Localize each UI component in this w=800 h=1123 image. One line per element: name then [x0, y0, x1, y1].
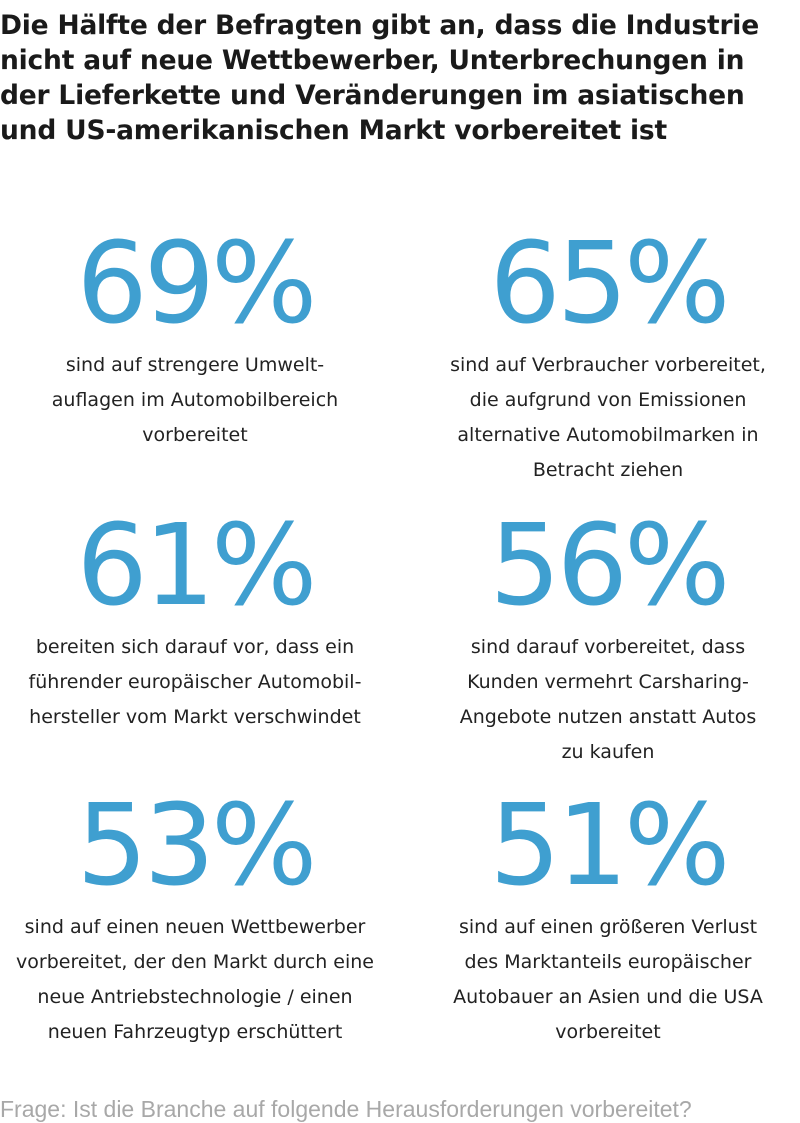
stat-percentage: 53% [76, 781, 318, 911]
stat-description-line: alternative Automobilmarken in [457, 424, 759, 446]
title-line: und US-amerikanischen Markt vorbereitet … [0, 115, 667, 146]
stat-block: 69% sind auf strengere Umwelt-auflagen im… [0, 228, 395, 453]
title-line: der Lieferkette und Veränderungen im asi… [0, 80, 745, 111]
stat-description: sind auf einen neuen Wettbewerber vorbere… [0, 910, 395, 1050]
stat-description-line: sind auf einen größeren Verlust [458, 916, 758, 938]
stat-description-line: Angebote nutzen anstatt Autos [459, 706, 757, 728]
stat-description-line: sind auf Verbraucher vorbereitet, [450, 354, 766, 376]
stat-description: sind auf Verbraucher vorbereitet, die auf… [408, 348, 800, 488]
stat-percentage: 69% [76, 219, 318, 349]
stat-description-line: führender europäischer Automobil- [28, 671, 362, 693]
title-line: Die Hälfte der Befragten gibt an, dass d… [0, 10, 759, 41]
stat-block: 65% sind auf Verbraucher vorbereitet, die … [408, 228, 800, 488]
stat-description-line: des Marktanteils europäischer [464, 951, 752, 973]
stat-block: 61% bereiten sich darauf vor, dass ein füh… [0, 510, 395, 735]
stat-description-line: auflagen im Automobilbereich [51, 389, 339, 411]
stat-block: 51% sind auf einen größeren Verlust des Ma… [408, 790, 800, 1050]
stat-description-line: Kunden vermehrt Carsharing- [467, 671, 749, 693]
stat-percentage: 65% [489, 219, 731, 349]
stat-block: 53% sind auf einen neuen Wettbewerber vorb… [0, 790, 395, 1050]
page-title: Die Hälfte der Befragten gibt an, dass d… [0, 8, 800, 148]
stat-description-line: vorbereitet [555, 1021, 661, 1043]
stat-description: sind auf einen größeren Verlust des Markt… [408, 910, 800, 1050]
stat-description-line: zu kaufen [561, 741, 655, 763]
stat-description: sind darauf vorbereitet, dass Kunden verm… [408, 630, 800, 770]
stat-description-line: hersteller vom Markt verschwindet [29, 706, 361, 728]
stat-description-line: vorbereitet, der den Markt durch eine [16, 951, 374, 973]
stat-description: sind auf strengere Umwelt-auflagen im Au… [0, 348, 395, 453]
stat-percentage: 61% [76, 501, 318, 631]
stat-description: bereiten sich darauf vor, dass ein führen… [0, 630, 395, 735]
stat-description-line: vorbereitet [142, 424, 248, 446]
stat-percentage: 51% [489, 781, 731, 911]
stat-description-line: die aufgrund von Emissionen [469, 389, 747, 411]
stat-percentage: 56% [489, 501, 731, 631]
stat-description-line: sind auf strengere Umwelt- [65, 354, 325, 376]
stat-description-line: sind auf einen neuen Wettbewerber [24, 916, 366, 938]
stat-block: 56% sind darauf vorbereitet, dass Kunden v… [408, 510, 800, 770]
stat-description-line: neuen Fahrzeugtyp erschüttert [47, 1021, 343, 1043]
stat-description-line: sind darauf vorbereitet, dass [470, 636, 746, 658]
stat-description-line: bereiten sich darauf vor, dass ein [35, 636, 355, 658]
question-footnote: Frage: Ist die Branche auf folgende Hera… [0, 1096, 692, 1122]
stat-description-line: Autobauer an Asien und die USA [453, 986, 763, 1008]
stat-description-line: Betracht ziehen [532, 459, 684, 481]
stat-description-line: neue Antriebstechnologie / einen [37, 986, 353, 1008]
title-line: nicht auf neue Wettbewerber, Unterbrechu… [0, 45, 745, 76]
